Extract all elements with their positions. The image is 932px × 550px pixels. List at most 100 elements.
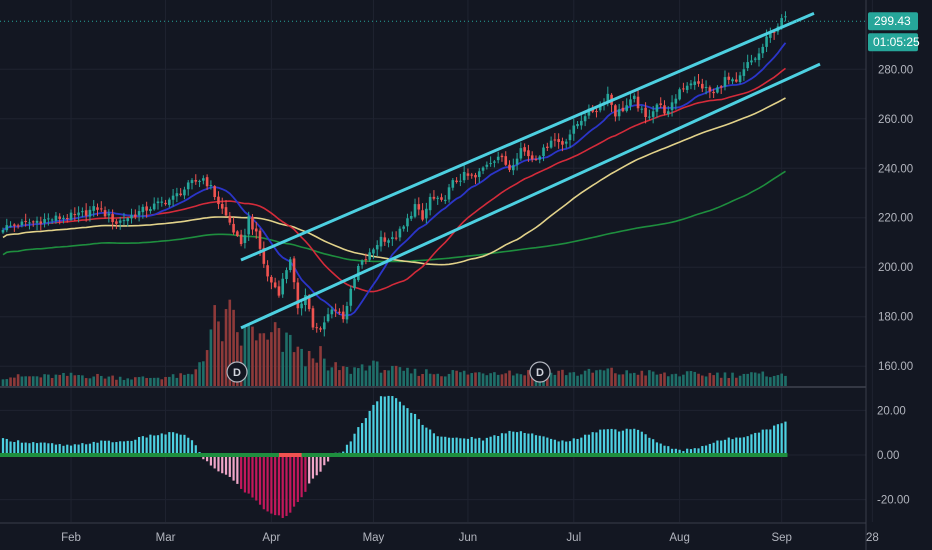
candle-body (73, 214, 77, 216)
candle-body (81, 211, 84, 213)
volume-bar (765, 376, 768, 386)
oscillator-bar (134, 439, 137, 455)
oscillator-axis[interactable]: -20.00 0.00 20.00 (877, 405, 910, 506)
volume-bar (228, 299, 232, 386)
oscillator-bar (319, 455, 322, 472)
candle-body (765, 36, 768, 47)
oscillator-bar (236, 455, 239, 484)
candle-body (194, 180, 198, 182)
volume-bar (614, 373, 617, 386)
oscillator-bar (553, 439, 556, 455)
volume-bar (115, 379, 118, 386)
oscillator-bar (614, 429, 617, 455)
oscillator-bar (542, 436, 545, 455)
oscillator-bar (160, 433, 163, 455)
oscillator-bar (773, 425, 776, 455)
dividend-marker-label: D (233, 367, 241, 379)
oscillator-bar (9, 441, 12, 455)
time-axis[interactable]: Feb Mar Apr May Jun Jul Aug Sep 28 (61, 532, 879, 544)
oscillator-bar (565, 441, 568, 455)
volume-bar (617, 374, 621, 386)
volume-bar (515, 373, 519, 386)
volume-bar (186, 373, 190, 386)
volume-bar (394, 365, 398, 386)
volume-bar (455, 370, 458, 386)
oscillator-bar (281, 455, 284, 518)
candle-body (712, 91, 715, 94)
volume-bar (35, 376, 39, 386)
channel-lower-line[interactable] (240, 62, 821, 330)
candle-body (606, 93, 610, 103)
time-tick-label: Aug (669, 532, 689, 544)
volume-bar (5, 379, 9, 386)
volume-bar (353, 367, 356, 386)
volume-bar (640, 370, 644, 386)
candlesticks[interactable] (1, 11, 787, 337)
ma-fast-line (2, 42, 787, 317)
oscillator-bar (410, 412, 413, 455)
volume-bar (69, 372, 73, 386)
volume-bar (564, 375, 568, 386)
candle-body (632, 95, 636, 99)
candle-body (572, 125, 576, 134)
candle-body (9, 225, 12, 227)
volume-bar (784, 375, 787, 386)
oscillator-bar (376, 401, 379, 455)
candle-body (50, 219, 54, 221)
oscillator-bar (217, 455, 220, 472)
candle-body (425, 208, 428, 219)
volume-bar (190, 374, 194, 386)
oscillator-tick-label: -20.00 (877, 495, 910, 507)
candle-body (617, 109, 621, 117)
volume-bar (459, 372, 462, 386)
ma-long-line (2, 170, 786, 263)
volume-bar (149, 377, 152, 386)
volume-bar (666, 376, 670, 386)
price-axis[interactable]: 160.00 180.00 200.00 220.00 240.00 260.00 280.… (878, 64, 913, 373)
oscillator-bar (504, 433, 507, 455)
oscillator-bar (780, 423, 783, 455)
volume-bar (481, 373, 485, 386)
time-tick-label: Feb (61, 532, 81, 544)
volume-bar (651, 371, 655, 386)
oscillator-bar (391, 396, 394, 455)
volume-bar (712, 375, 715, 386)
oscillator-bar (515, 432, 519, 455)
candle-body (307, 295, 311, 310)
volume-bar (477, 372, 481, 386)
candle-body (360, 260, 364, 265)
volume-bar (357, 368, 360, 386)
candle-body (527, 150, 530, 157)
volume-bar (285, 332, 288, 386)
volume-bar (561, 369, 564, 386)
candle-body (477, 171, 481, 178)
candle-body (398, 228, 402, 238)
volume-bar (338, 370, 341, 386)
candle-body (31, 221, 35, 223)
candle-body (655, 104, 659, 112)
trend-channel[interactable] (240, 11, 821, 330)
oscillator-bar (277, 455, 281, 516)
volume-bar (73, 375, 77, 386)
volume-bar (323, 358, 326, 386)
candle-body (118, 220, 122, 223)
oscillator-bar (470, 436, 473, 455)
candle-body (126, 218, 130, 222)
oscillator-bar (697, 448, 700, 455)
candle-body (383, 237, 387, 242)
candle-body (232, 223, 235, 233)
dividend-marker[interactable]: D (226, 361, 248, 383)
oscillator-bar (644, 434, 647, 455)
candle-body (508, 164, 511, 170)
oscillator-bar (224, 455, 228, 475)
volume-bar (258, 333, 262, 386)
candle-body (780, 18, 783, 28)
volume-bar (504, 373, 508, 386)
oscillator-bar (179, 434, 182, 455)
channel-upper-line[interactable] (240, 11, 815, 262)
dividend-marker[interactable]: D (529, 361, 551, 383)
time-tick-label: May (363, 532, 385, 544)
candle-body (409, 216, 413, 219)
volume-bar (670, 374, 674, 386)
